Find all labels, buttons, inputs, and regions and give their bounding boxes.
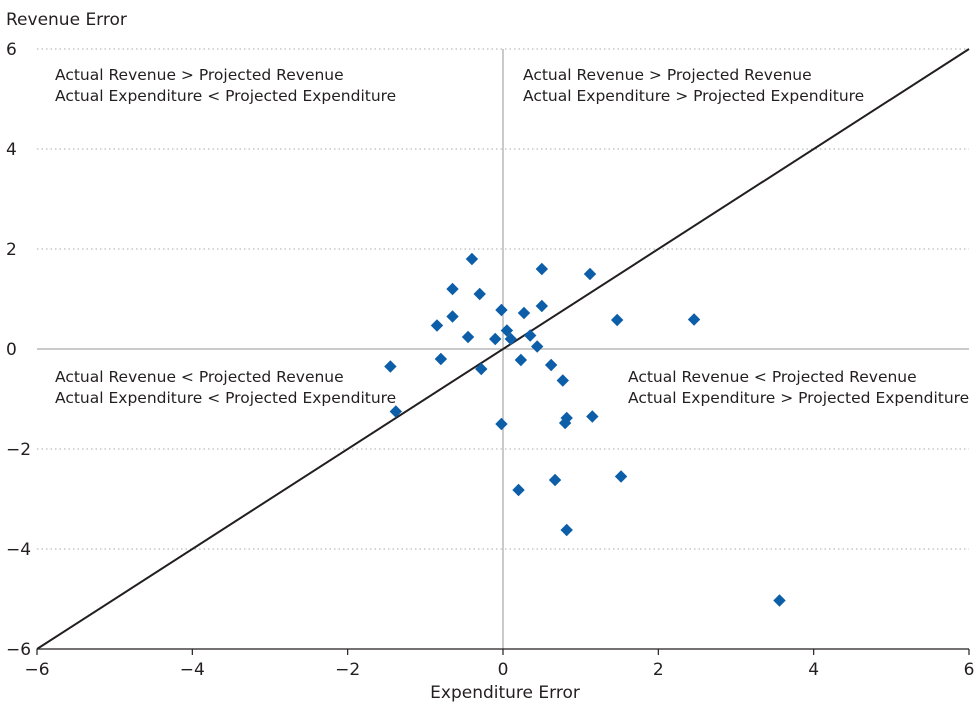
data-point: [446, 310, 459, 323]
y-tick-label: 0: [6, 340, 17, 360]
quadrant-label-line: Actual Expenditure > Projected Expenditu…: [523, 87, 864, 105]
quadrant-label-line: Actual Revenue < Projected Revenue: [628, 368, 917, 386]
data-point: [535, 262, 549, 276]
data-point: [514, 353, 528, 367]
quadrant-annotations: Actual Revenue > Projected Revenue Actual…: [55, 66, 969, 407]
data-point: [512, 483, 525, 497]
data-point: [614, 470, 628, 483]
x-tick-label: 4: [808, 660, 819, 680]
y-tick-label: 4: [6, 140, 17, 160]
reference-line: [36, 48, 970, 650]
data-point: [434, 352, 448, 366]
data-point: [446, 282, 459, 296]
y-tick-label: −2: [6, 440, 31, 460]
x-tick-label: 6: [964, 660, 975, 680]
data-point: [556, 374, 570, 387]
data-point: [586, 410, 599, 423]
x-tick-label: 2: [653, 660, 664, 680]
data-point: [461, 330, 475, 344]
tick-labels: −6 −4 −2 0 2 4 6 −6 −4 −2 0 2 4 6: [6, 40, 974, 680]
data-point: [495, 303, 508, 317]
data-points: [384, 252, 786, 607]
y-tick-label: 6: [6, 40, 17, 60]
reference-line-group: [36, 48, 970, 650]
quadrant-label-bottom-right: Actual Revenue < Projected Revenue Actual…: [628, 368, 969, 407]
x-tick-label: −2: [335, 660, 360, 680]
x-tick-label: −4: [180, 660, 205, 680]
data-point: [773, 594, 786, 607]
quadrant-label-line: Actual Expenditure > Projected Expenditu…: [628, 389, 969, 407]
data-point: [384, 360, 397, 373]
y-tick-label: −6: [6, 640, 31, 660]
data-point: [530, 340, 544, 353]
quadrant-label-line: Actual Expenditure < Projected Expenditu…: [55, 87, 396, 105]
x-tick-label: −6: [24, 660, 49, 680]
data-point: [495, 417, 508, 431]
data-point: [465, 252, 479, 266]
data-point: [475, 362, 488, 376]
data-point: [523, 329, 537, 342]
quadrant-label-bottom-left: Actual Revenue < Projected Revenue Actual…: [55, 368, 396, 407]
data-point: [389, 405, 403, 418]
data-point: [560, 523, 573, 537]
data-point: [430, 319, 444, 332]
data-point: [583, 267, 597, 281]
quadrant-label-line: Actual Revenue < Projected Revenue: [55, 368, 344, 386]
data-point: [544, 358, 558, 372]
quadrant-label-line: Actual Revenue > Projected Revenue: [523, 66, 812, 84]
quadrant-label-line: Actual Revenue > Projected Revenue: [55, 66, 344, 84]
y-tick-label: −4: [6, 540, 31, 560]
data-point: [535, 299, 549, 313]
data-point: [558, 416, 572, 430]
y-tick-label: 2: [6, 240, 17, 260]
x-axis-title: Expenditure Error: [430, 683, 580, 703]
data-point: [504, 332, 517, 346]
data-point: [610, 313, 624, 327]
quadrant-label-line: Actual Expenditure < Projected Expenditu…: [55, 389, 396, 407]
data-point: [548, 473, 562, 487]
data-point: [517, 306, 531, 320]
data-point: [687, 313, 701, 326]
data-point: [473, 287, 486, 301]
data-point: [489, 332, 502, 346]
quadrant-label-top-right: Actual Revenue > Projected Revenue Actual…: [523, 66, 864, 105]
quadrant-label-top-left: Actual Revenue > Projected Revenue Actual…: [55, 66, 396, 105]
y-axis-title: Revenue Error: [6, 10, 127, 30]
x-tick-label: 0: [498, 660, 509, 680]
